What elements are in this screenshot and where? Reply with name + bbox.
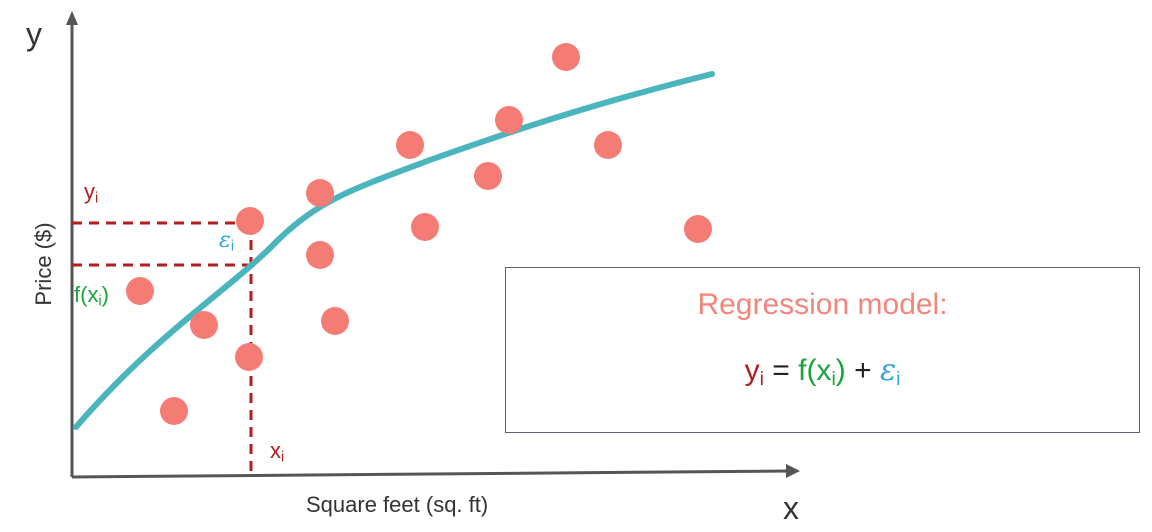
eq-f-open: f(x [798,354,832,387]
xi-sub: i [281,449,285,466]
regression-model-box: Regression model: yi = f(xi) + εi [505,267,1140,433]
data-points [126,43,712,425]
fxi-label: f(xi) [74,284,109,309]
data-point [126,277,154,305]
x-axis [71,469,791,479]
eq-eps: ε [879,353,897,388]
epsilon-base: ε [219,228,231,253]
eq-plus: + [845,354,880,387]
x-axis-title: Square feet (sq. ft) [306,492,489,517]
data-point [495,106,523,134]
data-point [684,215,712,243]
yi-label: yi [84,181,98,206]
regression-curve [73,71,715,430]
fxi-close: ) [101,282,109,307]
eq-y: y [744,354,760,387]
eq-f-sub: i [831,367,836,390]
epsilon-i-label: εi [219,229,234,254]
data-point [411,213,439,241]
eq-eps-sub: i [896,367,901,390]
eq-y-sub: i [759,367,764,390]
data-point [306,179,334,207]
data-point [236,207,264,235]
eq-equals: = [763,354,799,387]
data-point [306,241,334,269]
fxi-sub: i [98,293,102,310]
epsilon-sub: i [230,238,234,255]
data-point [160,397,188,425]
fxi-open: f(x [74,282,99,307]
yi-sub: i [95,190,99,207]
data-point [552,43,580,71]
data-point [594,131,622,159]
xi-base: x [270,438,281,463]
eq-f-close: ) [835,354,846,387]
data-point [235,343,263,371]
yi-base: y [84,179,95,204]
y-axis-letter: y [26,16,42,52]
x-axis-arrow [786,464,800,478]
model-title: Regression model: [697,288,948,321]
data-point [190,311,218,339]
data-point [321,307,349,335]
x-axis-letter: x [783,490,799,526]
model-equation: yi = f(xi) + εi [506,353,1139,391]
data-point [396,131,424,159]
data-point [474,162,502,190]
xi-label: xi [270,440,284,465]
y-axis-title: Price ($) [31,222,56,306]
y-axis-arrow [66,11,78,25]
